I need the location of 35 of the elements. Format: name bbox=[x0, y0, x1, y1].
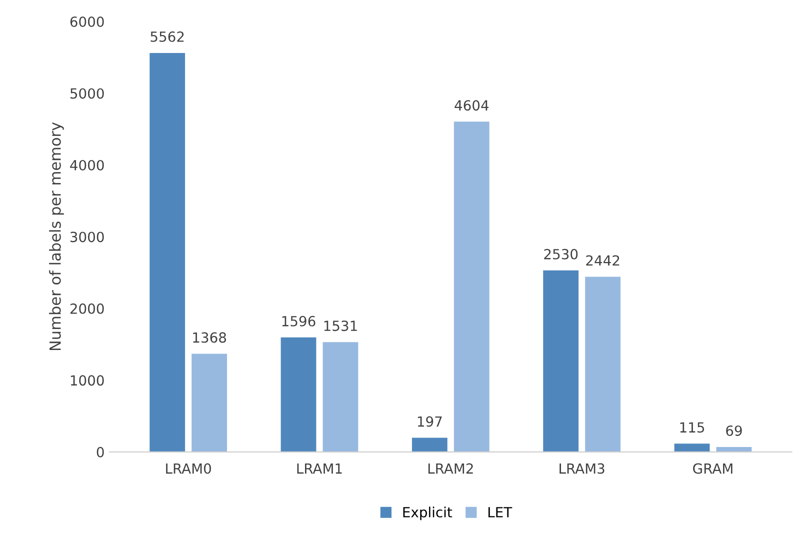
data-label: 1531 bbox=[324, 320, 357, 332]
x-tick-label: LRAM0 bbox=[166, 463, 211, 474]
y-tick-label: 3000 bbox=[70, 232, 104, 242]
y-axis-title: Number of labels per memory bbox=[49, 122, 64, 350]
data-label: 2530 bbox=[544, 248, 578, 260]
data-label: 5562 bbox=[150, 31, 184, 42]
y-tick-label: 6000 bbox=[70, 16, 104, 27]
data-label: 1368 bbox=[193, 332, 226, 343]
data-label: 4604 bbox=[454, 100, 489, 111]
legend-label: LET bbox=[488, 507, 512, 518]
data-label: 69 bbox=[726, 425, 742, 436]
y-tick-label: 0 bbox=[96, 446, 104, 458]
bar bbox=[716, 446, 752, 452]
legend-label: Explicit bbox=[403, 506, 452, 520]
x-tick-label: LRAM1 bbox=[297, 463, 342, 474]
bar bbox=[192, 354, 228, 452]
bar bbox=[454, 122, 490, 452]
x-tick-label: LRAM2 bbox=[428, 463, 473, 474]
bar bbox=[412, 438, 448, 452]
bar bbox=[150, 52, 186, 452]
y-tick-label: 2000 bbox=[70, 303, 104, 314]
bar bbox=[543, 270, 579, 452]
bar bbox=[674, 444, 710, 452]
x-tick-label: LRAM3 bbox=[560, 463, 604, 474]
y-tick-label: 4000 bbox=[70, 160, 104, 170]
y-tick-label: 5000 bbox=[70, 88, 104, 99]
data-label: 197 bbox=[418, 416, 442, 427]
bar bbox=[322, 342, 358, 452]
data-label: 2442 bbox=[586, 255, 620, 266]
bar bbox=[280, 337, 316, 452]
x-tick-label: GRAM bbox=[693, 463, 732, 474]
data-label: 1596 bbox=[282, 316, 316, 326]
data-label: 115 bbox=[680, 422, 704, 433]
y-tick-label: 1000 bbox=[70, 375, 104, 386]
bar bbox=[585, 276, 621, 452]
